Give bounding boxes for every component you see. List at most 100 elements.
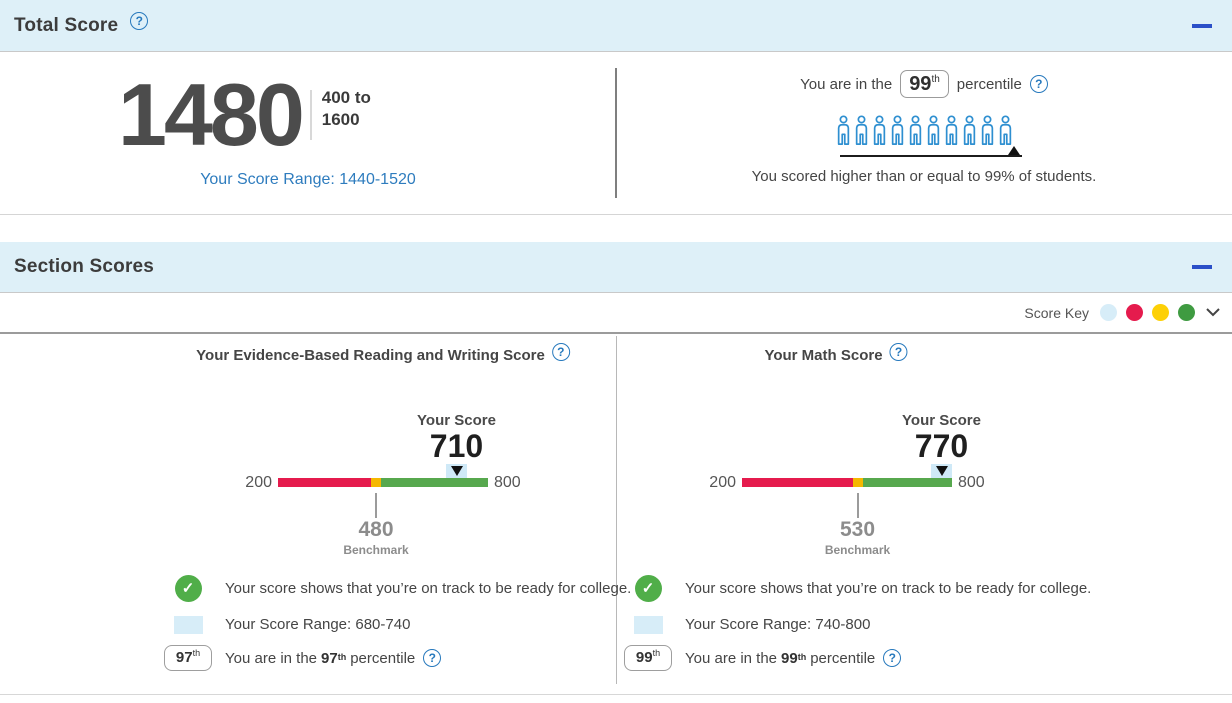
total-score-value: 1480 [118,65,305,164]
percentile-text: You are in the 97th percentile ? [225,649,442,667]
bar-segment-red [278,478,371,487]
benchmark-tick [375,493,377,518]
total-score-block: 1480 400 to 1600 Your Score Range: 1440-… [0,52,616,214]
help-icon[interactable]: ? [551,343,570,361]
chevron-down-icon[interactable] [1206,308,1220,317]
bar-max-label: 800 [958,474,985,491]
score-key-dot-yellow [1152,304,1169,321]
person-icon [855,115,867,145]
person-icon [945,115,957,145]
ebrw-column: Your Evidence-Based Reading and Writing … [0,334,631,686]
people-icons-row [616,115,1232,146]
range-swatch-icon [173,615,203,634]
total-score-header: Total Score ? [0,0,1232,52]
marker-triangle-icon [1008,146,1020,155]
benchmark-label: Benchmark [343,543,409,557]
person-icon [999,115,1011,145]
help-icon[interactable]: ? [1029,75,1048,93]
bar-segment-green [381,478,488,487]
bar-segment-green [862,478,952,487]
math-score-bar: Your Score 770 200 800 530 Benchmark [709,404,984,566]
score-range-text: Your Score Range: 680-740 [225,616,411,633]
on-track-row: ✓ Your score shows that you’re on track … [162,568,634,608]
score-scale-bar [278,478,488,487]
math-title: Your Math Score ? [764,343,908,364]
collapse-sections-button[interactable] [1186,259,1218,275]
bar-max-label: 800 [494,474,521,491]
score-key-dot-range [1100,304,1117,321]
your-score-label: Your Score [417,412,496,429]
person-icon [927,115,939,145]
total-score-row: 1480 400 to 1600 [118,65,371,164]
score-key-dot-green [1178,304,1195,321]
check-icon: ✓ [634,574,662,602]
total-score-body: 1480 400 to 1600 Your Score Range: 1440-… [0,52,1232,215]
on-track-text: Your score shows that you’re on track to… [225,579,632,597]
benchmark-value: 530 [839,518,876,541]
benchmark-tick [856,493,859,518]
score-range-text: Your Score Range: 740-800 [685,616,871,633]
ebrw-score-value: 710 [429,428,484,464]
score-scale: 400 to 1600 [322,87,371,132]
score-pointer-icon [935,466,948,476]
percentile-axis [840,146,1022,157]
ebrw-info-rows: ✓ Your score shows that you’re on track … [162,568,634,675]
percentile-label: percentile [956,75,1022,93]
scale-max: 1600 [321,110,360,129]
help-icon[interactable]: ? [883,649,902,667]
help-icon[interactable]: ? [423,649,442,667]
score-range-row: Your Score Range: 680-740 [162,608,634,641]
score-key-label: Score Key [1024,304,1089,321]
person-icon [837,115,849,145]
math-score-value: 770 [914,428,969,464]
on-track-text: Your score shows that you’re on track to… [685,579,1092,597]
bar-segment-yellow [371,478,381,487]
person-icon [981,115,993,145]
minus-icon [1192,265,1212,269]
range-swatch-icon [633,615,663,634]
bar-min-label: 200 [709,474,736,491]
help-icon[interactable]: ? [130,11,149,30]
help-icon[interactable]: ? [889,343,908,361]
benchmark-value: 480 [358,518,394,541]
score-scale-bar [742,478,952,487]
minus-icon [1192,23,1212,28]
section-columns: Your Evidence-Based Reading and Writing … [0,334,1232,686]
section-scores-title: Section Scores [14,256,155,277]
scale-min: 400 to [321,87,371,107]
column-divider [616,336,617,684]
score-range-row: Your Score Range: 740-800 [622,608,1094,641]
score-key-dot-red [1126,304,1143,321]
person-icon [873,115,885,145]
check-icon: ✓ [174,574,202,602]
total-score-section: Total Score ? 1480 400 to 1600 Your Scor… [0,0,1232,215]
score-key-row: Score Key [0,293,1232,334]
total-score-title: Total Score [14,14,119,36]
collapse-total-button[interactable] [1186,18,1218,34]
bar-min-label: 200 [245,474,272,491]
bottom-divider [0,694,1232,695]
on-track-row: ✓ Your score shows that you’re on track … [622,568,1094,608]
benchmark-label: Benchmark [824,543,891,557]
percentile-prefix: You are in the [800,75,893,93]
section-scores-section: Section Scores Score Key Your Evidence-B… [0,242,1232,695]
percentile-text: You are in the 99th percentile ? [685,649,902,667]
bar-segment-red [742,478,853,487]
ebrw-score-bar: Your Score 710 200 800 480 Benchmark [245,404,520,566]
total-score-range-link[interactable]: Your Score Range: 1440-1520 [200,171,416,188]
math-column: Your Math Score ? Your Score 770 200 800 [616,334,1232,686]
math-info-rows: ✓ Your score shows that you’re on track … [622,568,1094,675]
person-icon [891,115,903,145]
spacer [0,215,1232,242]
person-icon [909,115,921,145]
divider [309,90,312,140]
ebrw-title: Your Evidence-Based Reading and Writing … [196,343,570,364]
bar-segment-yellow [852,478,863,487]
